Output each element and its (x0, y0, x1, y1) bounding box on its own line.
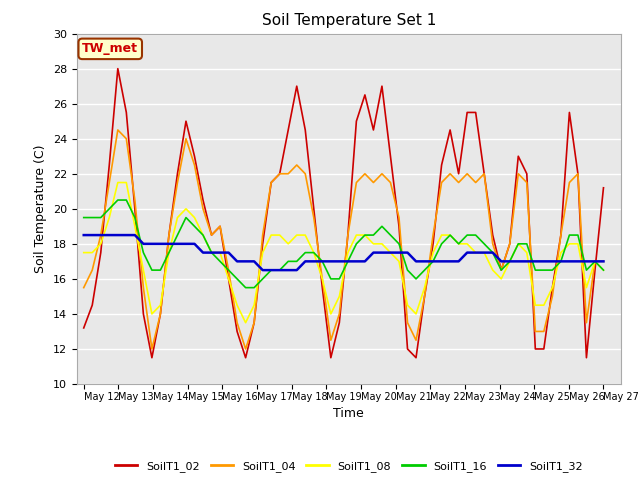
X-axis label: Time: Time (333, 407, 364, 420)
Legend: SoilT1_02, SoilT1_04, SoilT1_08, SoilT1_16, SoilT1_32: SoilT1_02, SoilT1_04, SoilT1_08, SoilT1_… (110, 457, 588, 477)
Text: TW_met: TW_met (82, 42, 138, 55)
Title: Soil Temperature Set 1: Soil Temperature Set 1 (262, 13, 436, 28)
Y-axis label: Soil Temperature (C): Soil Temperature (C) (35, 144, 47, 273)
